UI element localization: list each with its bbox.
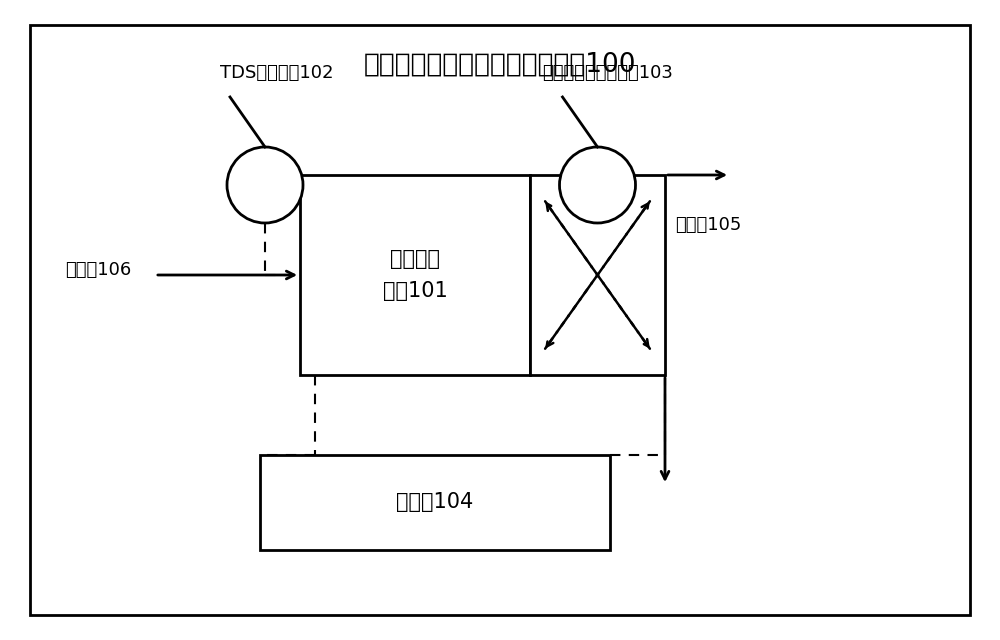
Text: TDS检测设备102: TDS检测设备102 xyxy=(220,64,334,82)
Text: 第一酸碱度检测设备103: 第一酸碱度检测设备103 xyxy=(542,64,673,82)
Circle shape xyxy=(560,147,636,223)
Text: 酸碱调节
设备101: 酸碱调节 设备101 xyxy=(383,248,447,301)
Bar xyxy=(530,175,665,375)
Bar xyxy=(300,175,530,375)
Text: 用于调节洗浴出水酸碱度的装置100: 用于调节洗浴出水酸碱度的装置100 xyxy=(364,52,636,78)
Bar xyxy=(260,455,610,550)
Circle shape xyxy=(227,147,303,223)
Text: 处理器104: 处理器104 xyxy=(396,493,474,513)
Text: 进水端106: 进水端106 xyxy=(65,261,131,279)
Text: 出水端105: 出水端105 xyxy=(675,216,741,234)
